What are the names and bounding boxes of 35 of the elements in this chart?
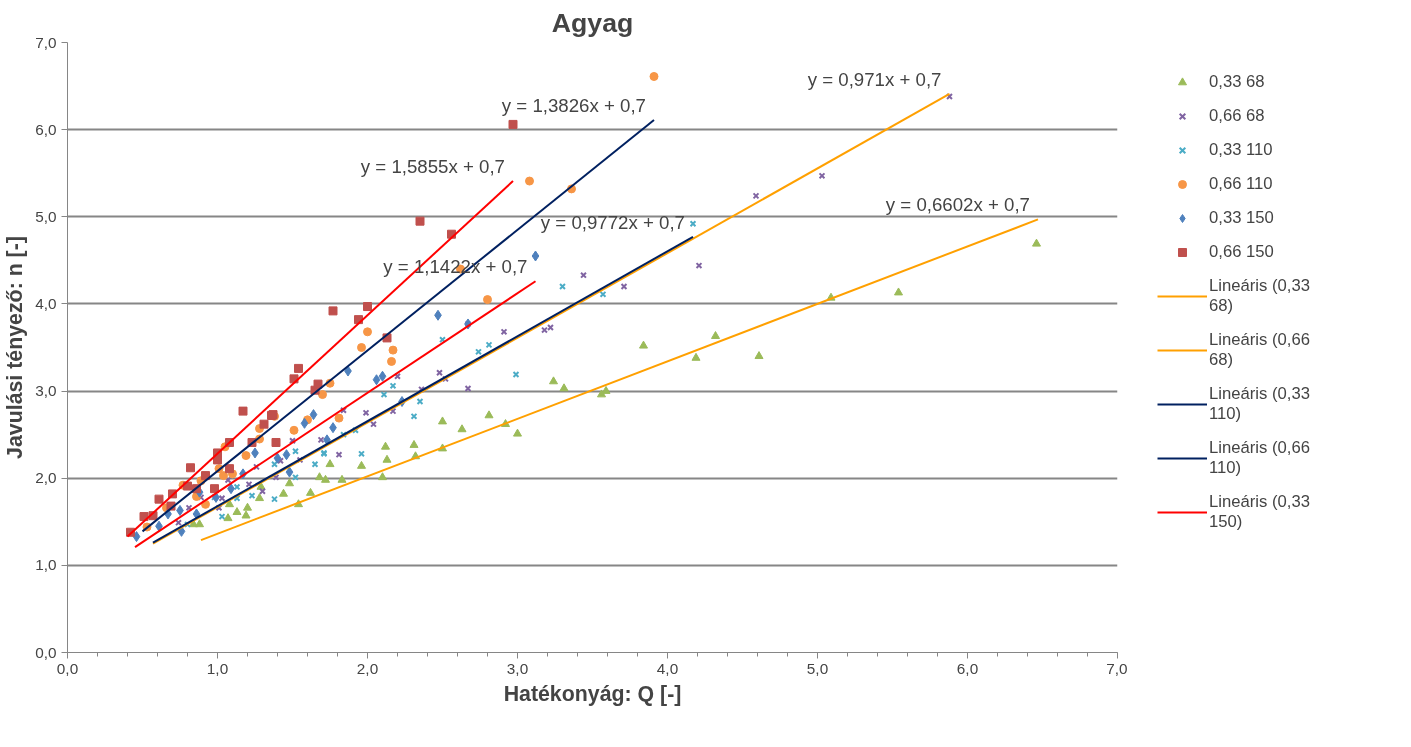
x-tick-label: 5,0 xyxy=(806,659,829,677)
legend-label: 0,66 150 xyxy=(1209,242,1274,262)
x-tick-label: 1,0 xyxy=(206,659,229,677)
x-tick-label: 2,0 xyxy=(356,659,379,677)
x-tick-label: 3,0 xyxy=(506,659,529,677)
y-tick-label: 3,0 xyxy=(35,382,57,400)
chart-title: Agyag xyxy=(551,7,634,38)
legend-label: 0,66 68 xyxy=(1209,106,1265,126)
legend-label: Lineáris (0,33 68) xyxy=(1209,276,1310,316)
x-tick-label: 4,0 xyxy=(656,659,679,677)
y-tick-label: 1,0 xyxy=(35,556,57,574)
y-tick-label: 0,0 xyxy=(35,643,57,661)
annotation: y = 1,3826x + 0,7 xyxy=(501,95,647,117)
y-tick-label: 7,0 xyxy=(35,33,57,51)
legend-label: Lineáris (0,33 150) xyxy=(1209,492,1310,532)
legend-label: Lineáris (0,66 68) xyxy=(1209,330,1310,370)
legend-label: Lineáris (0,33 110) xyxy=(1209,384,1310,424)
legend-label: 0,33 68 xyxy=(1209,72,1265,92)
x-tick-label: 7,0 xyxy=(1106,659,1128,677)
annotation: y = 1,5855x + 0,7 xyxy=(360,156,506,178)
y-tick-label: 2,0 xyxy=(35,469,57,487)
y-axis-title: Javulási tényező: n [-] xyxy=(3,236,28,459)
legend-label: 0,33 110 xyxy=(1209,140,1273,160)
y-tick-label: 5,0 xyxy=(35,207,57,225)
legend-label: Lineáris (0,66 110) xyxy=(1209,438,1310,478)
x-tick-label: 6,0 xyxy=(956,659,979,677)
y-tick-label: 4,0 xyxy=(35,294,57,312)
y-tick-label: 6,0 xyxy=(35,120,57,138)
annotation: y = 0,9772x + 0,7 xyxy=(540,211,686,233)
legend-label: 0,66 110 xyxy=(1209,174,1273,194)
legend-label: 0,33 150 xyxy=(1209,208,1274,228)
x-axis-title: Hatékonyág: Q [-] xyxy=(503,681,682,706)
annotation: y = 0,6602x + 0,7 xyxy=(885,194,1031,216)
annotation: y = 0,971x + 0,7 xyxy=(807,68,942,90)
x-tick-label: 0,0 xyxy=(56,659,79,677)
